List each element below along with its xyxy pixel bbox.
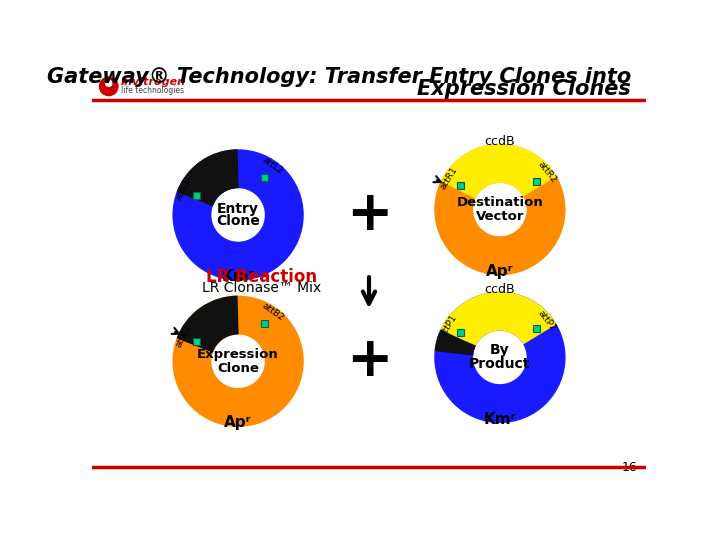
Text: Kmʳ: Kmʳ	[484, 411, 516, 427]
Text: +: +	[346, 334, 392, 388]
Text: LR Clonase™ Mix: LR Clonase™ Mix	[202, 281, 321, 295]
Text: Gateway® Technology: Transfer Entry Clones into: Gateway® Technology: Transfer Entry Clon…	[47, 67, 631, 87]
Circle shape	[106, 80, 112, 86]
Text: Vector: Vector	[476, 210, 524, 223]
Text: Entry: Entry	[217, 202, 259, 216]
Text: attP1: attP1	[438, 313, 459, 338]
Text: Clone: Clone	[217, 362, 259, 375]
FancyBboxPatch shape	[533, 178, 540, 185]
FancyBboxPatch shape	[457, 329, 464, 336]
Text: ccdB: ccdB	[485, 283, 516, 296]
Text: Product: Product	[469, 357, 531, 372]
Text: 16: 16	[621, 462, 637, 475]
Text: ccdB: ccdB	[485, 135, 516, 148]
FancyBboxPatch shape	[193, 192, 199, 199]
FancyBboxPatch shape	[533, 326, 540, 333]
Text: Apʳ: Apʳ	[225, 415, 252, 430]
Text: LR Reaction: LR Reaction	[206, 267, 317, 286]
Text: By: By	[490, 343, 510, 357]
FancyBboxPatch shape	[261, 174, 268, 180]
Text: Expression: Expression	[197, 348, 279, 361]
FancyBboxPatch shape	[261, 320, 268, 327]
Text: attP2: attP2	[536, 308, 558, 333]
Text: attR2: attR2	[536, 160, 558, 185]
Text: +: +	[346, 188, 392, 242]
Text: Expression Clones: Expression Clones	[417, 79, 631, 99]
Circle shape	[99, 77, 118, 96]
Text: attB1: attB1	[174, 323, 193, 349]
Text: Clone: Clone	[216, 214, 260, 228]
Text: attR1: attR1	[438, 165, 459, 191]
Text: Invitrogen: Invitrogen	[121, 77, 186, 87]
FancyBboxPatch shape	[457, 181, 464, 188]
Text: attL1: attL1	[175, 177, 193, 202]
Text: attL2: attL2	[261, 156, 284, 176]
Text: Apʳ: Apʳ	[486, 264, 513, 279]
FancyBboxPatch shape	[193, 338, 199, 345]
Text: attB2: attB2	[260, 301, 285, 323]
Text: Kmʳ: Kmʳ	[222, 269, 254, 284]
Text: life technologies: life technologies	[121, 86, 184, 94]
Text: Destination: Destination	[456, 196, 544, 209]
